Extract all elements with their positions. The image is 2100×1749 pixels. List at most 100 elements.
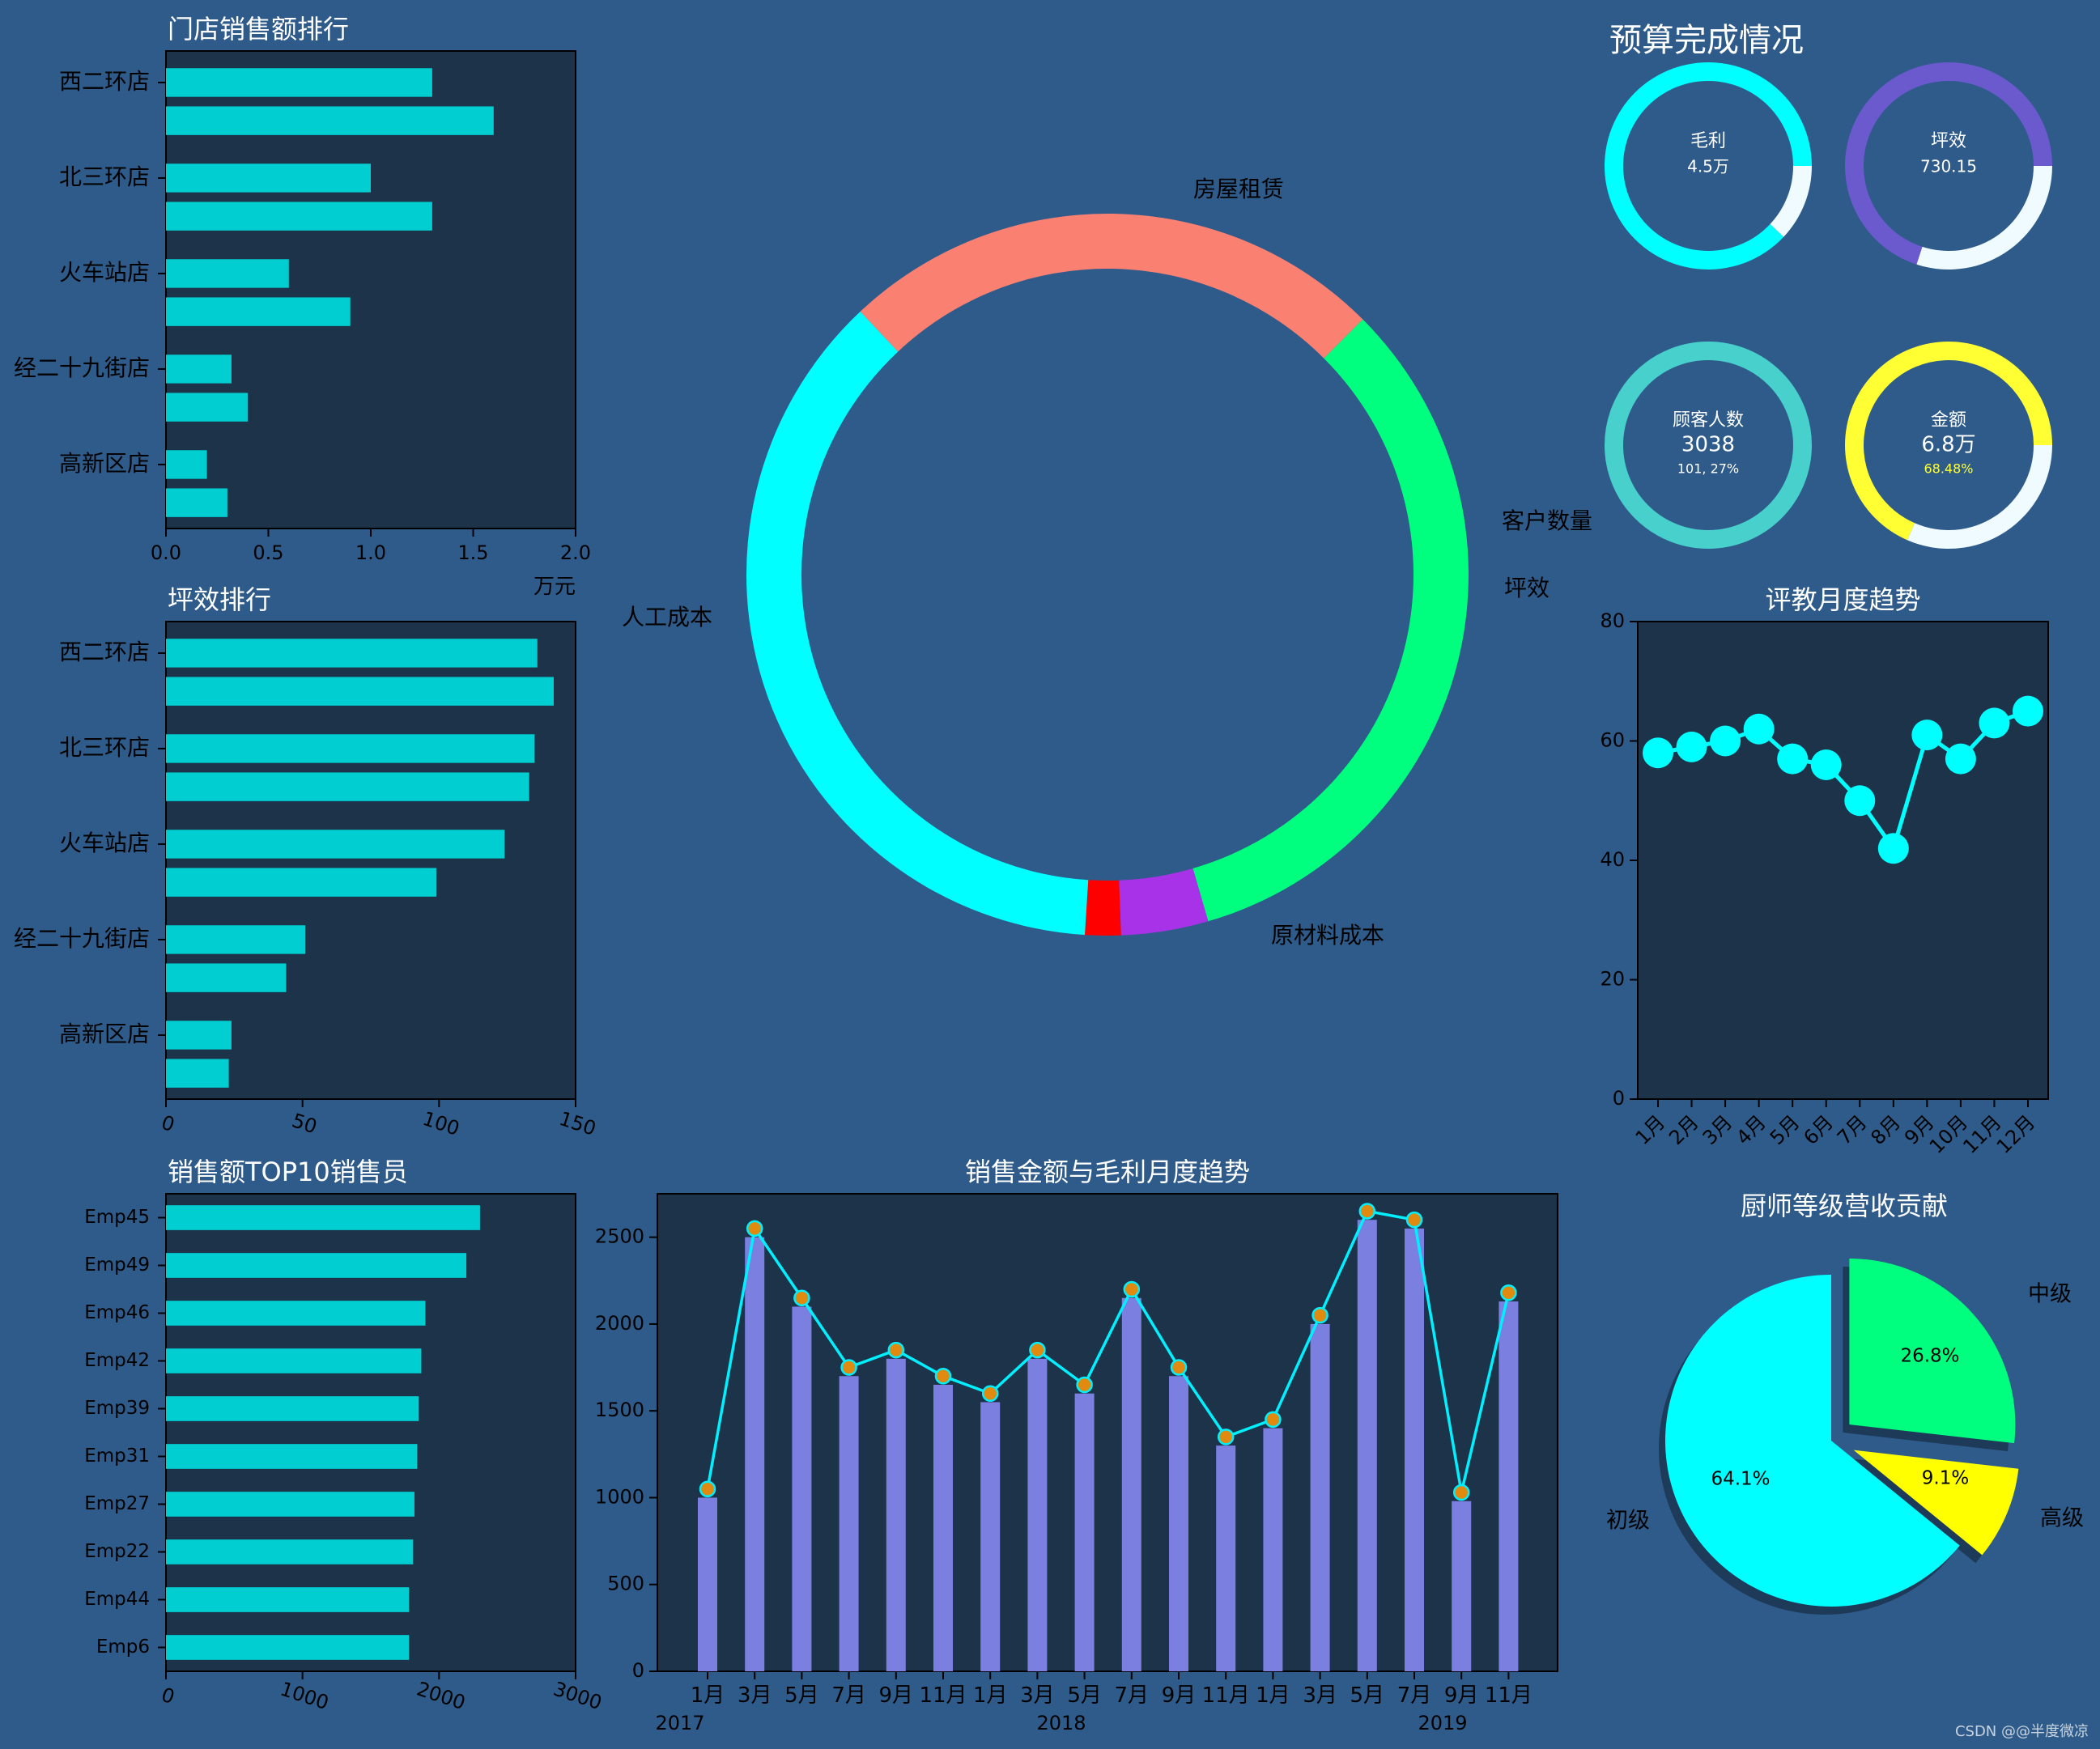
- store_sales-bar: [166, 163, 371, 193]
- budget-title: 预算完成情况: [1609, 22, 1804, 59]
- sales-profit-point: [1217, 1428, 1235, 1445]
- top10_sales-category-label: Emp6: [96, 1637, 150, 1658]
- monthly-eval-xtick-label: 12月: [1992, 1110, 2039, 1157]
- sales-profit-bar: [745, 1237, 765, 1671]
- efficiency_rank-bar: [166, 734, 535, 763]
- sales-profit-point: [1452, 1484, 1470, 1501]
- efficiency_rank-category-label: 北三环店: [59, 734, 150, 761]
- chef-level-pct-label: 26.8%: [1900, 1346, 1959, 1367]
- budget-gauge-ring: [1605, 342, 1812, 549]
- budget-gauge-value: 3038: [1681, 433, 1735, 457]
- top10_sales-xtick-label: 3000: [551, 1678, 605, 1715]
- efficiency_rank-title: 坪效排行: [168, 584, 271, 615]
- sales-profit-point: [1076, 1376, 1093, 1394]
- efficiency_rank-bar: [166, 639, 538, 668]
- sales-profit-xtick-label: 1月: [973, 1683, 1008, 1708]
- top10_sales-category-label: Emp31: [84, 1445, 150, 1467]
- efficiency_rank-xtick-label: 0: [159, 1111, 177, 1136]
- monthly-eval-point: [1945, 743, 1976, 775]
- efficiency_rank-bar: [166, 925, 306, 954]
- sales-profit-xtick-label: 5月: [1067, 1683, 1102, 1708]
- cost-ring-slice: [1119, 868, 1209, 936]
- store_sales-bar: [166, 354, 232, 384]
- sales-profit-bar: [1216, 1445, 1236, 1671]
- budget-gauge-sub: 68.48%: [1924, 461, 1973, 477]
- monthly-eval-ytick-label: 20: [1600, 968, 1625, 991]
- sales-profit-xtick-label: 7月: [831, 1683, 866, 1708]
- sales-profit-ytick-label: 1000: [595, 1485, 644, 1508]
- monthly-eval-xtick-label: 5月: [1766, 1110, 1805, 1149]
- budget-gauge-remaining: [1916, 166, 2052, 270]
- top10_sales-category-label: Emp42: [84, 1350, 150, 1371]
- sales-profit-xtick-label: 9月: [1162, 1683, 1197, 1708]
- sales-profit-point: [1265, 1411, 1282, 1428]
- store_sales-xtick-label: 2.0: [560, 541, 591, 564]
- budget-gauge-remaining: [1907, 445, 2052, 549]
- sales-profit-bar: [1027, 1358, 1048, 1671]
- top10_sales-category-label: Emp46: [84, 1302, 150, 1323]
- cost-ring-label: 房屋租赁: [1193, 176, 1284, 202]
- store_sales-title: 门店销售额排行: [168, 14, 349, 45]
- cost-ring-slice: [860, 213, 1363, 359]
- top10_sales-bar: [166, 1444, 418, 1469]
- monthly-eval-plot-area: [1637, 621, 2049, 1100]
- budget-gauge-remaining: [1770, 166, 1812, 237]
- store_sales-bar: [166, 450, 207, 479]
- efficiency_rank-category-label: 火车站店: [59, 830, 150, 856]
- monthly-eval-xtick-label: 6月: [1799, 1110, 1838, 1149]
- store_sales-bar: [166, 393, 249, 422]
- efficiency_rank-bar: [166, 772, 529, 801]
- sales-profit-xtick-label: 3月: [738, 1683, 772, 1708]
- sales-profit-ytick-label: 2500: [595, 1225, 644, 1248]
- sales-profit-bar: [1074, 1393, 1095, 1671]
- store_sales-bar: [166, 297, 351, 326]
- top10_sales-xtick-label: 1000: [278, 1678, 332, 1715]
- sales-profit-point: [1500, 1284, 1517, 1301]
- monthly-eval-ytick-label: 60: [1600, 729, 1625, 752]
- top10_sales-category-label: Emp39: [84, 1398, 150, 1419]
- sales-profit-bar: [1452, 1501, 1472, 1671]
- cost-ring-slice: [746, 311, 1089, 936]
- efficiency_rank-category-label: 西二环店: [59, 639, 150, 665]
- monthly-eval-ytick-label: 0: [1613, 1087, 1625, 1110]
- monthly-eval-title: 评教月度趋势: [1765, 584, 1920, 615]
- sales-profit-year-label: 2017: [655, 1712, 704, 1734]
- top10_sales-category-label: Emp22: [84, 1541, 150, 1562]
- top10_sales-bar: [166, 1301, 426, 1326]
- sales-profit-bar: [886, 1358, 906, 1671]
- sales-profit-point: [1311, 1306, 1328, 1324]
- efficiency_rank-bar: [166, 1021, 232, 1050]
- monthly-eval-point: [1710, 725, 1741, 757]
- monthly-eval-point: [1743, 713, 1775, 745]
- monthly-eval-point: [1877, 833, 1909, 864]
- sales-profit-title: 销售金额与毛利月度趋势: [965, 1157, 1250, 1187]
- monthly-eval-point: [1810, 749, 1842, 780]
- top10_sales-category-label: Emp49: [84, 1254, 150, 1276]
- top10_sales-category-label: Emp44: [84, 1589, 150, 1610]
- budget-gauge-value: 4.5万: [1687, 157, 1729, 176]
- sales-profit-year-label: 2019: [1418, 1712, 1467, 1734]
- store_sales-bar: [166, 488, 227, 517]
- efficiency_rank-bar: [166, 868, 436, 897]
- store_sales-category-label: 北三环店: [59, 163, 150, 190]
- top10_sales-title: 销售额TOP10销售员: [168, 1157, 408, 1187]
- sales-profit-year-label: 2018: [1036, 1712, 1086, 1734]
- sales-profit-xtick-label: 11月: [919, 1683, 967, 1708]
- sales-profit-point: [1123, 1280, 1141, 1298]
- monthly-eval-point: [1643, 737, 1673, 769]
- efficiency_rank-bar: [166, 963, 287, 992]
- top10_sales-bar: [166, 1253, 467, 1278]
- efficiency_rank-xtick-label: 100: [420, 1107, 462, 1140]
- sales-profit-bar: [1498, 1301, 1519, 1671]
- store_sales-category-label: 高新区店: [59, 450, 150, 477]
- store_sales-category-label: 火车站店: [59, 259, 150, 286]
- cost-ring-slice: [1084, 880, 1121, 936]
- store_sales-xlabel: 万元: [534, 575, 576, 599]
- efficiency_rank-bar: [166, 1059, 229, 1088]
- sales-profit-point: [746, 1220, 763, 1237]
- cost-ring-label: 客户数量: [1502, 507, 1592, 534]
- sales-profit-xtick-label: 9月: [1444, 1683, 1479, 1708]
- top10_sales-xtick-label: 0: [159, 1683, 177, 1709]
- monthly-eval-ytick-label: 80: [1600, 609, 1625, 632]
- monthly-eval-xtick-label: 2月: [1664, 1110, 1703, 1149]
